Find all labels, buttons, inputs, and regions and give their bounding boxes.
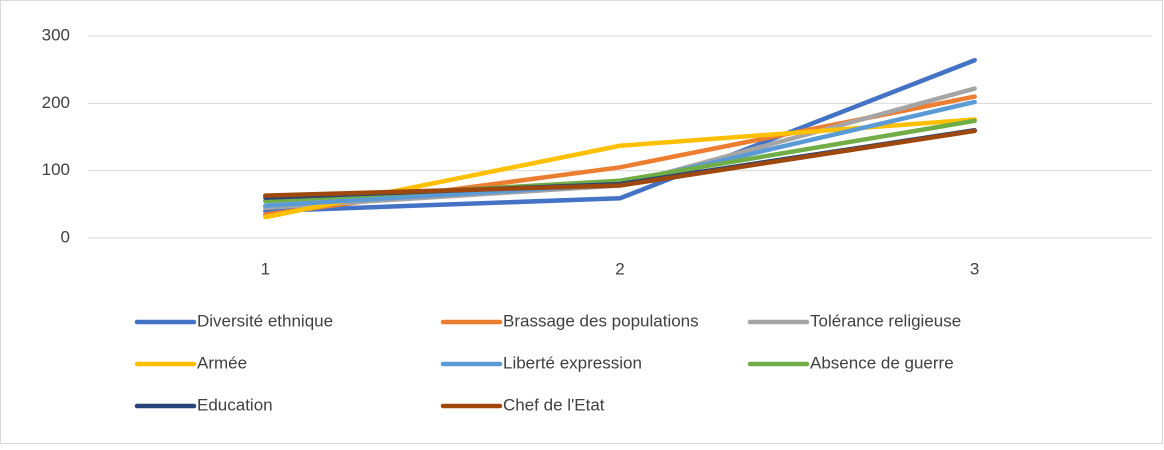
legend-label: Education: [197, 395, 273, 414]
legend-label: Tolérance religieuse: [810, 311, 961, 330]
y-tick-label: 100: [42, 160, 70, 179]
legend-label: Chef de l'Etat: [503, 395, 605, 414]
y-tick-label: 200: [42, 93, 70, 112]
line-series: [263, 128, 977, 198]
y-tick-label: 300: [42, 25, 70, 44]
line-series: [263, 57, 977, 214]
x-tick-label: 3: [970, 259, 979, 278]
legend-label: Liberté expression: [503, 353, 642, 372]
legend-label: Absence de guerre: [810, 353, 954, 372]
x-tick-label: 1: [261, 259, 270, 278]
x-tick-label: 2: [615, 259, 624, 278]
legend-label: Armée: [197, 353, 247, 372]
legend-label: Brassage des populations: [503, 311, 699, 330]
legend-label: Diversité ethnique: [197, 311, 333, 330]
y-tick-label: 0: [61, 227, 70, 246]
